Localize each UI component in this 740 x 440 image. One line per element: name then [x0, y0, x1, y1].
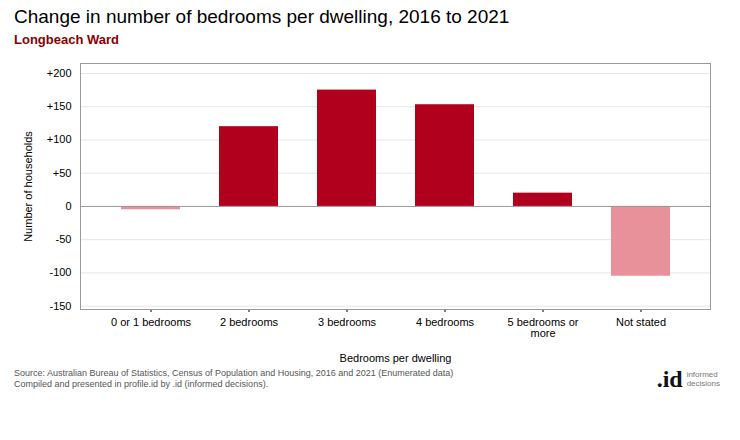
svg-text:5 bedrooms ormore: 5 bedrooms ormore	[508, 316, 579, 339]
svg-text:Bedrooms per dwelling: Bedrooms per dwelling	[340, 352, 452, 364]
svg-text:+200: +200	[47, 67, 72, 79]
html-text:.id: .id	[656, 366, 683, 392]
svg-text:0: 0	[65, 200, 71, 212]
svg-text:+100: +100	[47, 133, 72, 145]
svg-text:-150: -150	[49, 300, 71, 312]
html-text:Change in number of bedrooms p: Change in number of bedrooms per dwellin…	[14, 6, 510, 27]
svg-text:3 bedrooms: 3 bedrooms	[318, 316, 377, 328]
svg-text:+150: +150	[47, 100, 72, 112]
svg-text:-100: -100	[49, 266, 71, 278]
html-text:informed decisions: informed decisions	[686, 370, 720, 389]
svg-text:Not stated: Not stated	[616, 316, 666, 328]
html-text:Source: Australian Bureau of S: Source: Australian Bureau of Statistics,…	[14, 367, 454, 390]
svg-text:4 bedrooms: 4 bedrooms	[416, 316, 475, 328]
svg-text:0 or 1 bedrooms: 0 or 1 bedrooms	[111, 316, 192, 328]
html-text:Longbeach Ward: Longbeach Ward	[14, 32, 119, 47]
svg-text:Number of households: Number of households	[22, 131, 34, 242]
svg-text:2 bedrooms: 2 bedrooms	[220, 316, 279, 328]
svg-text:+50: +50	[53, 167, 72, 179]
svg-text:-50: -50	[56, 233, 72, 245]
